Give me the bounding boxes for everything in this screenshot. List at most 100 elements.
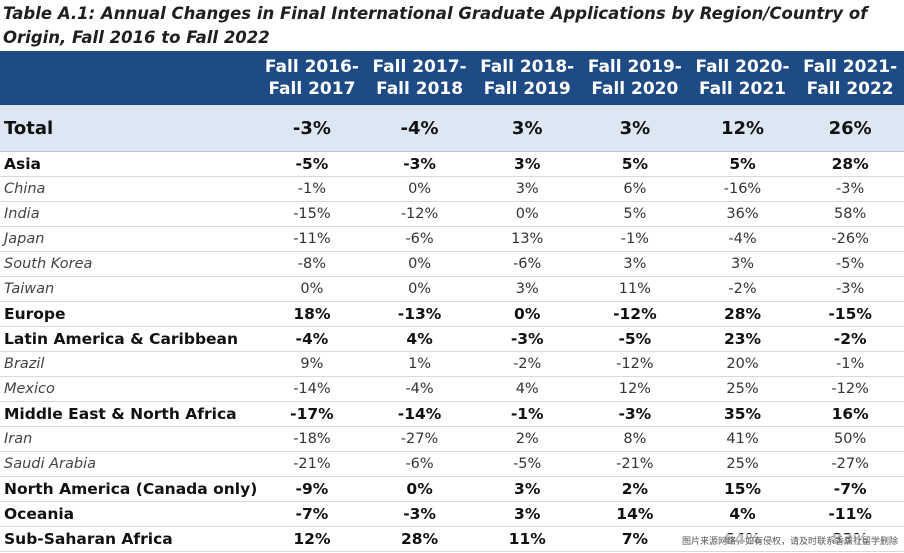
value-cell: -8% (258, 251, 366, 277)
value-cell: -2% (688, 276, 797, 302)
table-row: Asia -5% -3% 3% 5% 5% 28% (0, 151, 904, 177)
value-cell: 5% (581, 151, 689, 177)
column-header: Fall 2018- Fall 2019 (473, 51, 582, 105)
value-cell: -27% (796, 451, 904, 477)
column-header: Fall 2020- Fall 2021 (688, 51, 797, 105)
value-cell: 4% (365, 326, 474, 352)
value-cell: 11% (581, 276, 689, 302)
value-cell: 25% (688, 451, 797, 477)
value-cell: -4% (365, 105, 474, 152)
table-row: Middle East & North Africa -17% -14% -1% -3%… (0, 401, 904, 427)
value-cell: -2% (473, 351, 582, 377)
table-row: Brazil 9% 1% -2% -12% 20% -1% (0, 351, 904, 377)
value-cell: -16% (688, 176, 797, 202)
table-body: Total -3% -4% 3% 3% 12% 26% Asia -5% -3% 3% 5% 5% 28%… (0, 105, 904, 552)
row-label: Taiwan (0, 276, 259, 302)
value-cell: -26% (796, 226, 904, 252)
value-cell: 0% (365, 251, 474, 277)
value-cell: 3% (581, 105, 689, 152)
row-label: South Korea (0, 251, 259, 277)
value-cell: -2% (796, 326, 904, 352)
value-cell: -1% (258, 176, 366, 202)
value-cell: -5% (796, 251, 904, 277)
value-cell: 5% (688, 151, 797, 177)
table-row: Oceania -7% -3% 3% 14% 4% -11% (0, 501, 904, 527)
value-cell: 18% (258, 301, 366, 327)
value-cell: 36% (688, 201, 797, 227)
value-cell: 58% (796, 201, 904, 227)
value-cell: 3% (688, 251, 797, 277)
header-row: Fall 2016- Fall 2017 Fall 2017- Fall 2018 … (0, 51, 904, 105)
row-label: Oceania (0, 501, 259, 527)
value-cell: -3% (581, 401, 689, 427)
row-label: Total (0, 105, 259, 152)
value-cell: 25% (688, 376, 797, 402)
value-cell: 6% (581, 176, 689, 202)
row-label: Mexico (0, 376, 259, 402)
value-cell: 0% (365, 476, 474, 502)
value-cell: 8% (581, 426, 689, 452)
value-cell: 4% (688, 501, 797, 527)
value-cell: -12% (796, 376, 904, 402)
table-row: Saudi Arabia -21% -6% -5% -21% 25% -27% (0, 451, 904, 477)
value-cell: -7% (258, 501, 366, 527)
table-row: Taiwan 0% 0% 3% 11% -2% -3% (0, 276, 904, 302)
value-cell: -9% (258, 476, 366, 502)
row-label: Japan (0, 226, 259, 252)
value-cell: -6% (365, 451, 474, 477)
value-cell: 0% (365, 276, 474, 302)
value-cell: -13% (365, 301, 474, 327)
value-cell: -14% (258, 376, 366, 402)
value-cell: 3% (581, 251, 689, 277)
value-cell: -4% (365, 376, 474, 402)
value-cell: -12% (581, 351, 689, 377)
value-cell: -1% (796, 351, 904, 377)
row-label: Sub-Saharan Africa (0, 526, 259, 552)
value-cell: 23% (688, 326, 797, 352)
value-cell: 0% (473, 201, 582, 227)
value-cell: -15% (258, 201, 366, 227)
value-cell: -11% (796, 501, 904, 527)
row-label: Saudi Arabia (0, 451, 259, 477)
value-cell: -12% (365, 201, 474, 227)
value-cell: -3% (258, 105, 366, 152)
value-cell: 35% (688, 401, 797, 427)
column-header: Fall 2017- Fall 2018 (365, 51, 474, 105)
row-label: China (0, 176, 259, 202)
value-cell: -18% (258, 426, 366, 452)
table-row: Japan -11% -6% 13% -1% -4% -26% (0, 226, 904, 252)
value-cell: 28% (365, 526, 474, 552)
value-cell: 28% (688, 301, 797, 327)
value-cell: 16% (796, 401, 904, 427)
data-table: Fall 2016- Fall 2017 Fall 2017- Fall 2018 … (0, 51, 904, 552)
value-cell: 15% (688, 476, 797, 502)
value-cell: 9% (258, 351, 366, 377)
value-cell: -6% (365, 226, 474, 252)
row-label: Latin America & Caribbean (0, 326, 259, 352)
value-cell: -1% (473, 401, 582, 427)
value-cell: 12% (581, 376, 689, 402)
value-cell: 3% (473, 105, 582, 152)
value-cell: -5% (581, 326, 689, 352)
row-label: India (0, 201, 259, 227)
value-cell: 5% (581, 201, 689, 227)
value-cell: 3% (473, 476, 582, 502)
value-cell: 28% (796, 151, 904, 177)
table-row: India -15% -12% 0% 5% 36% 58% (0, 201, 904, 227)
table-row: Latin America & Caribbean -4% 4% -3% -5% 23% -… (0, 326, 904, 352)
value-cell: -4% (688, 226, 797, 252)
row-label: North America (Canada only) (0, 476, 259, 502)
row-label: Iran (0, 426, 259, 452)
value-cell: 11% (473, 526, 582, 552)
column-header: Fall 2016- Fall 2017 (258, 51, 366, 105)
value-cell: -5% (258, 151, 366, 177)
value-cell: -3% (796, 276, 904, 302)
table-row: Europe 18% -13% 0% -12% 28% -15% (0, 301, 904, 327)
value-cell: 7% (581, 526, 689, 552)
table-row: Total -3% -4% 3% 3% 12% 26% (0, 105, 904, 152)
value-cell: 20% (688, 351, 797, 377)
value-cell: -21% (581, 451, 689, 477)
value-cell: -1% (581, 226, 689, 252)
column-header: Fall 2019- Fall 2020 (581, 51, 689, 105)
